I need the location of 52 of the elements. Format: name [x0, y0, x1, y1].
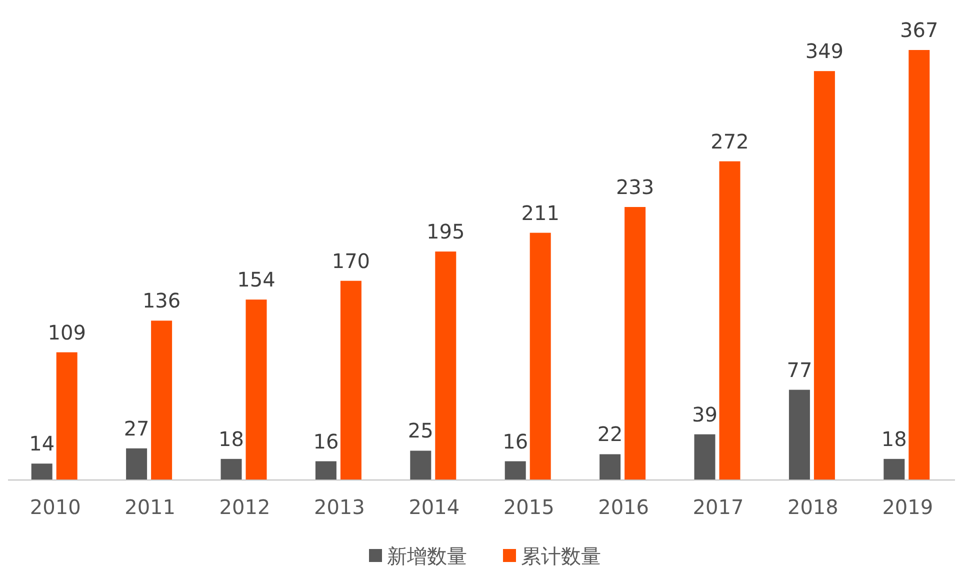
bar [56, 352, 78, 480]
data-label: 18 [218, 426, 244, 451]
x-tick-label: 2011 [124, 495, 176, 519]
bar [315, 461, 336, 480]
data-label: 22 [597, 422, 623, 446]
bar [884, 458, 905, 480]
legend-label: 累计数量 [521, 544, 601, 568]
data-label: 39 [692, 402, 718, 426]
data-label: 272 [710, 129, 749, 154]
bar [435, 252, 456, 480]
bar [814, 71, 835, 480]
bar [220, 458, 242, 480]
legend-label: 新增数量 [387, 544, 467, 568]
bar [126, 448, 148, 480]
x-tick-label: 2019 [882, 495, 934, 519]
data-label: 211 [521, 200, 560, 225]
bar [788, 390, 810, 480]
data-label: 16 [313, 429, 339, 454]
bar [31, 464, 52, 480]
x-tick-label: 2018 [787, 495, 838, 519]
bar [624, 207, 646, 480]
data-label: 233 [616, 175, 654, 200]
data-label: 16 [502, 429, 528, 454]
x-tick-label: 2013 [314, 495, 365, 519]
bar [694, 434, 716, 480]
data-label: 14 [29, 432, 55, 456]
data-label: 154 [237, 268, 276, 292]
data-label: 367 [900, 18, 938, 42]
x-tick-label: 2016 [598, 495, 650, 519]
bar [410, 450, 432, 480]
x-tick-label: 2014 [408, 495, 460, 519]
bar [600, 454, 621, 480]
data-label: 77 [786, 358, 812, 382]
bar [504, 461, 526, 480]
bar [908, 50, 930, 480]
x-tick-label: 2015 [503, 495, 554, 519]
data-label: 136 [142, 288, 181, 313]
x-tick-label: 2010 [30, 495, 81, 519]
x-tick-label: 2012 [219, 495, 270, 519]
data-label: 109 [48, 320, 86, 344]
bar [246, 300, 267, 480]
data-label: 18 [881, 426, 907, 451]
data-label: 170 [332, 248, 370, 273]
data-label: 27 [124, 416, 150, 440]
bar [340, 280, 362, 480]
x-tick-label: 2017 [692, 495, 744, 519]
bar [719, 161, 740, 480]
data-label: 25 [408, 418, 434, 443]
data-label: 349 [805, 39, 844, 64]
data-label: 195 [426, 220, 465, 244]
bar [530, 232, 551, 480]
bar [151, 320, 172, 480]
